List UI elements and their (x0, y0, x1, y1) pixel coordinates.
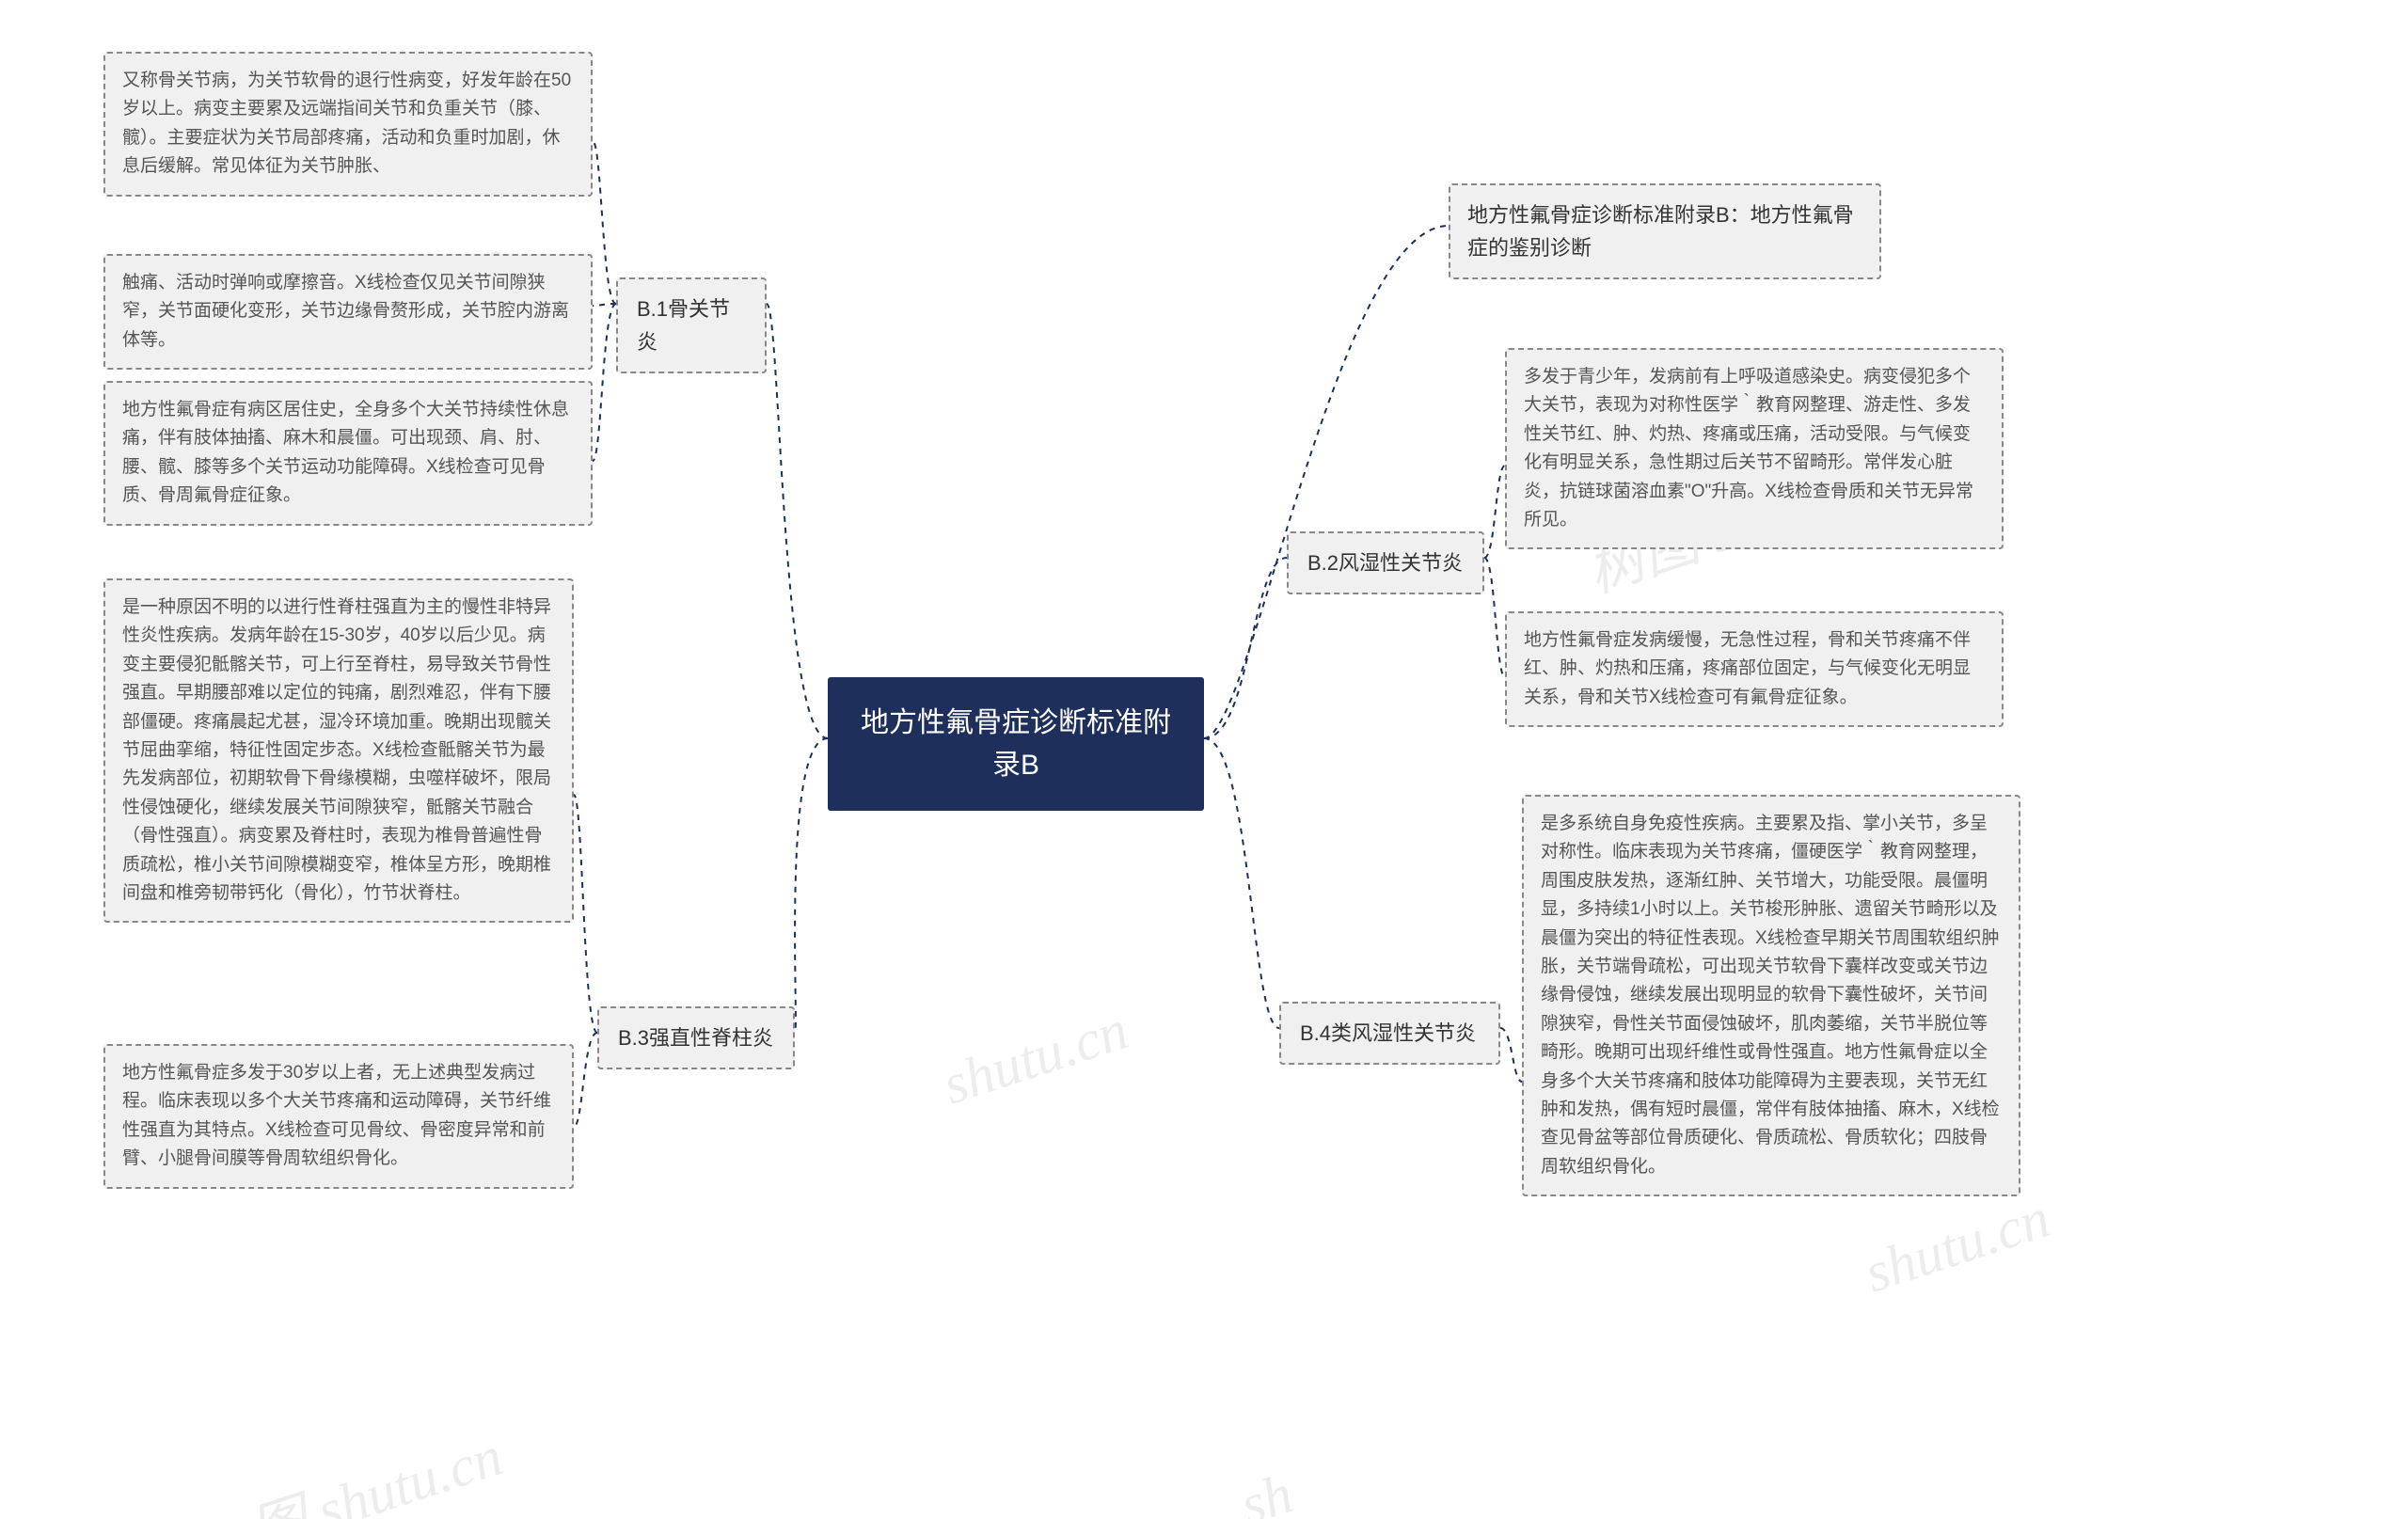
leaf-b2-2: 地方性氟骨症发病缓慢，无急性过程，骨和关节疼痛不伴红、肿、灼热和压痛，疼痛部位固… (1505, 611, 2004, 727)
leaf-b3-1: 是一种原因不明的以进行性脊柱强直为主的慢性非特异性炎性疾病。发病年龄在15-30… (103, 578, 574, 923)
branch-b1: B.1骨关节炎 (616, 277, 767, 373)
leaf-b1-2: 触痛、活动时弹响或摩擦音。X线检查仅见关节间隙狭窄，关节面硬化变形，关节边缘骨赘… (103, 254, 593, 370)
leaf-b1-1: 又称骨关节病，为关节软骨的退行性病变，好发年龄在50岁以上。病变主要累及远端指间… (103, 52, 593, 197)
branch-b2: B.2风湿性关节炎 (1287, 531, 1484, 594)
watermark: 图 shutu.cn (238, 1410, 511, 1519)
watermark: shutu.cn (935, 998, 1135, 1118)
leaf-b1-3: 地方性氟骨症有病区居住史，全身多个大关节持续性休息痛，伴有肢体抽搐、麻木和晨僵。… (103, 381, 593, 526)
mindmap-center: 地方性氟骨症诊断标准附录B (828, 677, 1204, 811)
leaf-b2-1: 多发于青少年，发病前有上呼吸道感染史。病变侵犯多个大关节，表现为对称性医学｀教育… (1505, 348, 2004, 549)
watermark: sh (1233, 1461, 1301, 1519)
leaf-b4-1: 是多系统自身免疫性疾病。主要累及指、掌小关节，多呈对称性。临床表现为关节疼痛，僵… (1522, 795, 2020, 1196)
leaf-b3-2: 地方性氟骨症多发于30岁以上者，无上述典型发病过程。临床表现以多个大关节疼痛和运… (103, 1044, 574, 1189)
branch-b3: B.3强直性脊柱炎 (597, 1006, 795, 1069)
branch-b4: B.4类风湿性关节炎 (1279, 1002, 1500, 1065)
watermark: shutu.cn (1857, 1186, 2057, 1306)
branch-intro: 地方性氟骨症诊断标准附录B：地方性氟骨症的鉴别诊断 (1449, 183, 1881, 279)
